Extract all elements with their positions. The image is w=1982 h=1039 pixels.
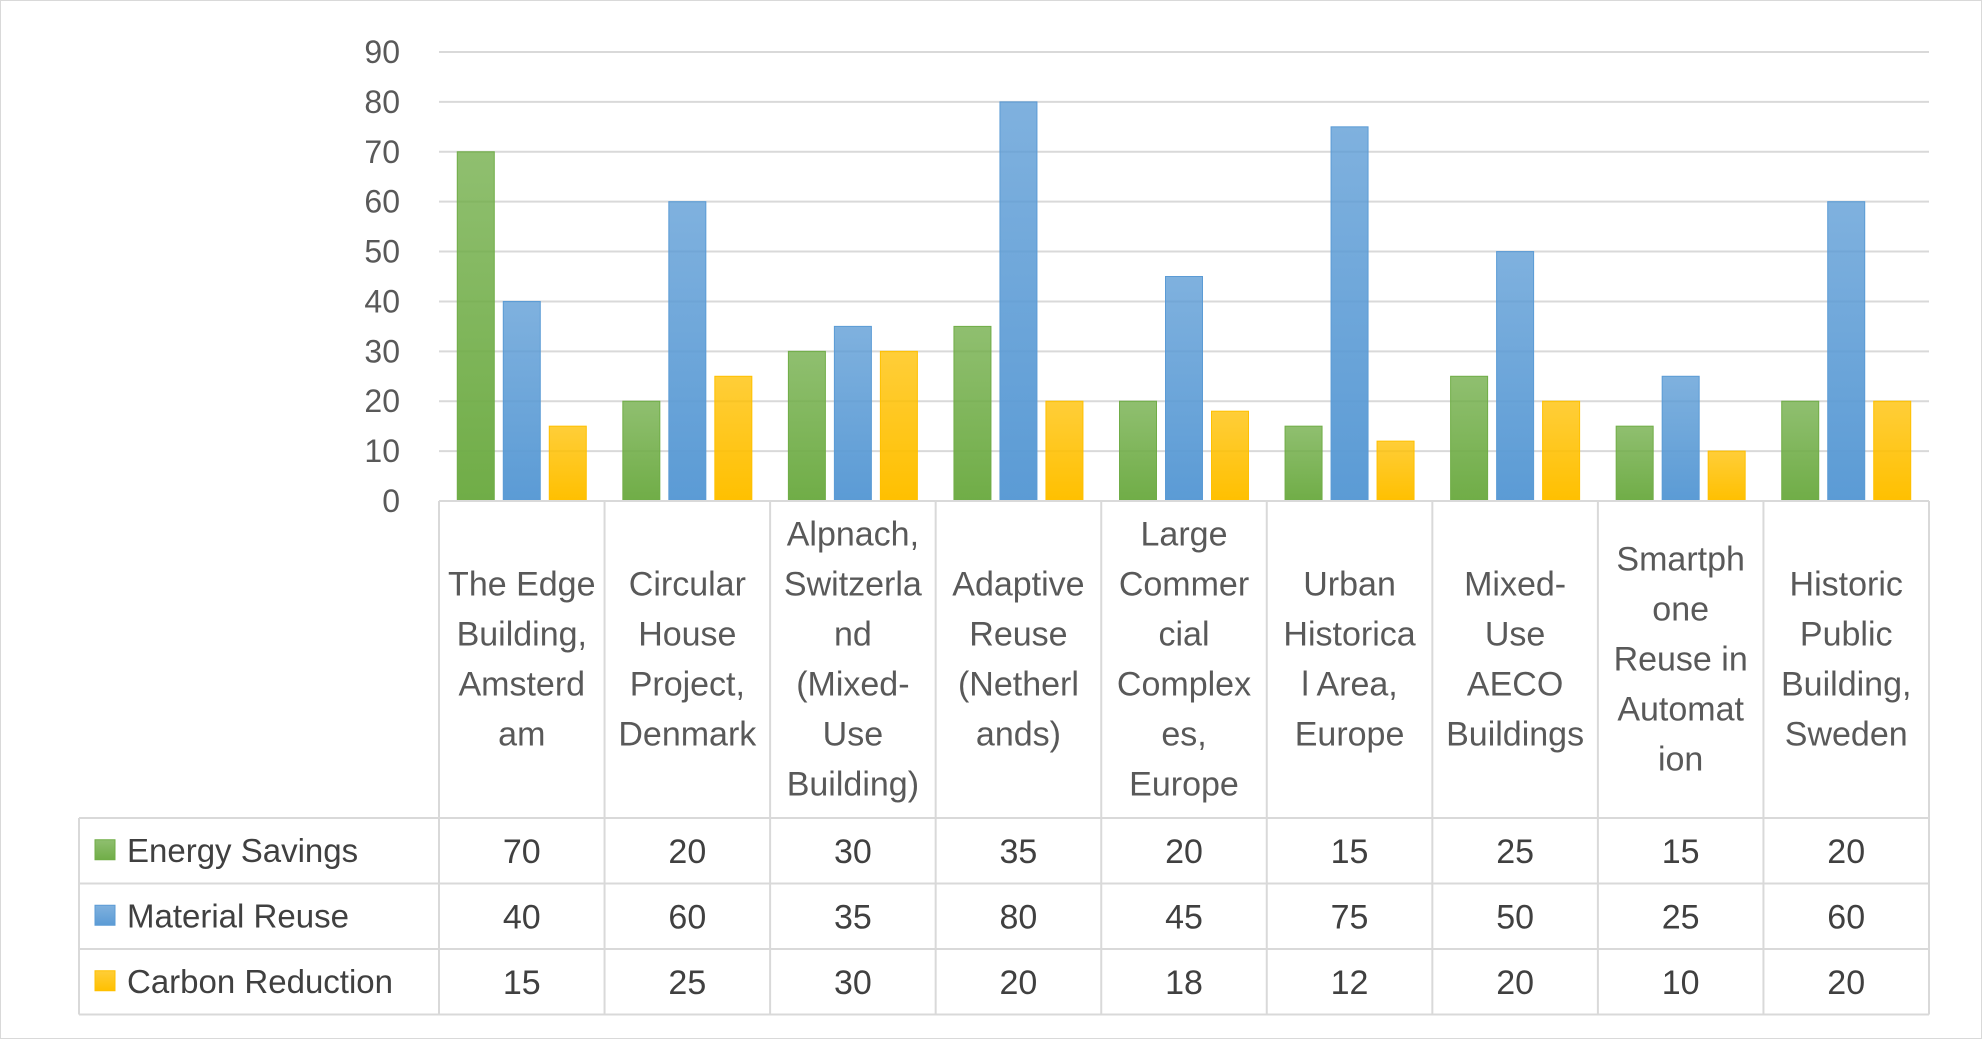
table-row: Carbon Reduction 15 25 30 20 18 12 20 10 20 xyxy=(94,963,1865,1002)
data-label: 20 xyxy=(1496,964,1534,1002)
data-label: 75 xyxy=(1331,898,1369,936)
legend-key xyxy=(94,904,116,926)
bar xyxy=(1615,425,1654,502)
series-energy-savings xyxy=(456,151,1820,502)
bar xyxy=(714,375,753,502)
bar xyxy=(622,400,661,502)
data-label: 40 xyxy=(503,898,541,936)
data-label: 60 xyxy=(1827,898,1865,936)
bar xyxy=(668,201,707,502)
bar xyxy=(1661,375,1700,502)
data-label: 15 xyxy=(1662,833,1700,871)
data-label: 35 xyxy=(1000,833,1038,871)
category-label: Circular House Project, Denmark xyxy=(618,566,757,754)
data-label: 20 xyxy=(1827,833,1865,871)
data-label: 20 xyxy=(1827,964,1865,1002)
series-material-reuse xyxy=(502,101,1866,502)
bar xyxy=(548,425,587,502)
data-label: 70 xyxy=(503,833,541,871)
bar xyxy=(879,350,918,502)
y-tick-label: 70 xyxy=(364,134,400,170)
data-label: 20 xyxy=(668,833,706,871)
bar xyxy=(1496,251,1535,502)
category-label: Smartph one Reuse in Automat ion xyxy=(1614,541,1748,779)
y-tick-label: 10 xyxy=(364,433,400,469)
y-tick-label: 90 xyxy=(364,34,400,70)
y-tick-label: 20 xyxy=(364,383,400,419)
bar xyxy=(1707,450,1746,502)
category-label: Mixed-Use AECO Buildings xyxy=(1446,566,1584,754)
data-label: 15 xyxy=(1331,833,1369,871)
y-tick-label: 0 xyxy=(382,483,400,519)
data-label: 20 xyxy=(1165,833,1203,871)
bar xyxy=(1827,201,1866,502)
data-label: 15 xyxy=(503,964,541,1002)
data-label: 25 xyxy=(1662,898,1700,936)
data-label: 30 xyxy=(834,964,872,1002)
data-label: 10 xyxy=(1662,964,1700,1002)
data-table-rows: Energy Savings 70 20 30 35 20 15 25 15 20 Material… xyxy=(94,832,1865,1002)
series-carbon-reduction xyxy=(548,350,1912,502)
y-axis-tick-labels: 0 10 20 30 40 50 60 70 80 90 xyxy=(364,34,400,519)
category-label: The Edge Building, Amsterd am xyxy=(448,566,595,754)
y-tick-label: 60 xyxy=(364,184,400,220)
series-name: Material Reuse xyxy=(127,897,349,934)
data-label: 12 xyxy=(1331,964,1369,1002)
category-label: Historic Public Building, Sweden xyxy=(1781,566,1911,754)
table-row: Energy Savings 70 20 30 35 20 15 25 15 20 xyxy=(94,832,1865,871)
category-label: Adaptive Reuse (Netherl ands) xyxy=(952,566,1084,754)
bar xyxy=(1873,400,1912,502)
data-table xyxy=(78,500,1930,1016)
category-label: Alpnach, Switzerla nd (Mixed-Use Building) xyxy=(784,516,922,804)
bar xyxy=(1330,126,1369,502)
data-label: 60 xyxy=(668,898,706,936)
y-tick-label: 50 xyxy=(364,234,400,270)
category-label: Urban Historica l Area, Europe xyxy=(1283,566,1415,754)
data-label: 35 xyxy=(834,898,872,936)
data-label: 25 xyxy=(668,964,706,1002)
bar xyxy=(1045,400,1084,502)
y-tick-label: 80 xyxy=(364,84,400,120)
bar xyxy=(1284,425,1323,502)
data-label: 80 xyxy=(1000,898,1038,936)
bars xyxy=(456,101,1912,502)
data-label: 45 xyxy=(1165,898,1203,936)
data-label: 20 xyxy=(1000,964,1038,1002)
bar xyxy=(1165,276,1203,502)
bar xyxy=(833,325,872,502)
data-label: 18 xyxy=(1165,964,1203,1002)
bar xyxy=(502,300,541,502)
y-tick-label: 40 xyxy=(364,283,400,319)
y-tick-label: 30 xyxy=(364,333,400,369)
bar xyxy=(1542,400,1581,502)
bar xyxy=(1376,440,1415,502)
legend-key xyxy=(94,839,116,861)
data-label: 30 xyxy=(834,833,872,871)
bar xyxy=(999,101,1038,502)
bar xyxy=(787,350,826,502)
category-label: Large Commer cial Complex es, Europe xyxy=(1117,516,1251,804)
data-label: 50 xyxy=(1496,898,1534,936)
series-name: Energy Savings xyxy=(127,832,358,869)
data-label: 25 xyxy=(1496,833,1534,871)
bar xyxy=(1211,410,1249,502)
series-name: Carbon Reduction xyxy=(127,963,393,1000)
bar xyxy=(953,325,992,502)
bar xyxy=(1119,400,1157,502)
bar xyxy=(1781,400,1820,502)
bar xyxy=(456,151,495,502)
legend-key xyxy=(94,970,116,992)
table-row: Material Reuse 40 60 35 80 45 75 50 25 60 xyxy=(94,897,1865,936)
bar xyxy=(1450,375,1489,502)
